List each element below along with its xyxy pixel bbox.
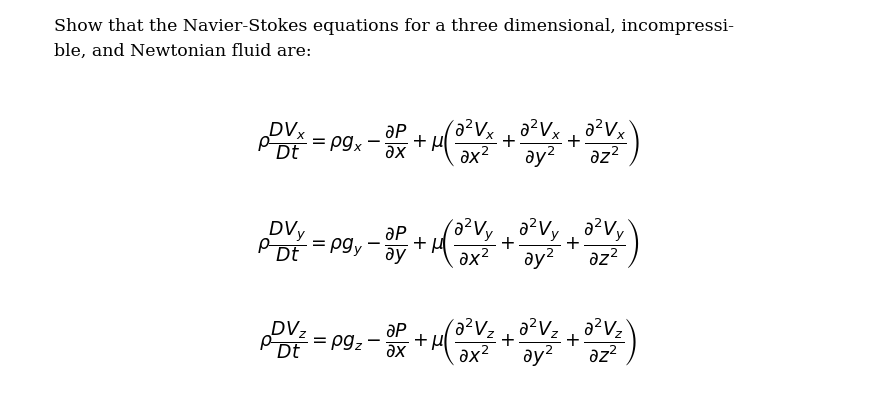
Text: $\rho\dfrac{DV_z}{Dt} = \rho g_z - \dfrac{\partial P}{\partial x} + \mu\!\left(\: $\rho\dfrac{DV_z}{Dt} = \rho g_z - \dfra… [259,316,637,368]
Text: Show that the Navier-Stokes equations for a three dimensional, incompressi-: Show that the Navier-Stokes equations fo… [54,18,734,35]
Text: $\rho\dfrac{DV_x}{Dt} = \rho g_x - \dfrac{\partial P}{\partial x} + \mu\!\left(\: $\rho\dfrac{DV_x}{Dt} = \rho g_x - \dfra… [256,118,640,170]
Text: $\rho\dfrac{DV_y}{Dt} = \rho g_y - \dfrac{\partial P}{\partial y} + \mu\!\left(\: $\rho\dfrac{DV_y}{Dt} = \rho g_y - \dfra… [257,215,639,271]
Text: ble, and Newtonian fluid are:: ble, and Newtonian fluid are: [54,43,312,60]
